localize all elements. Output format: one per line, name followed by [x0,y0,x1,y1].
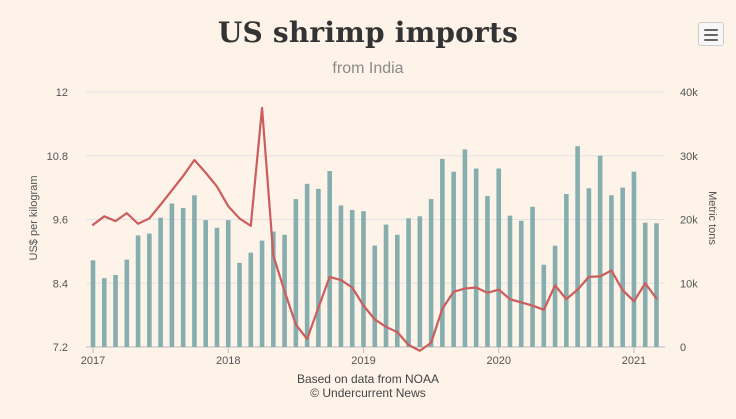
bar-2020-12 [620,187,625,348]
hamburger-icon-bar-2 [704,34,718,36]
right-axis-tick-label: 40k [680,87,698,99]
bar-2019-11 [473,168,479,347]
credits-copyright: © Undercurrent News [310,386,426,400]
bar-2017-04 [124,259,130,347]
bar-2018-12 [349,209,355,347]
bar-2020-07 [564,194,569,347]
right-axis-tick-label: 30k [680,151,698,163]
bar-2018-01 [225,220,231,347]
bar-2018-07 [293,199,299,347]
left-axis-tick-label: 7.2 [53,342,68,354]
chart-title: US shrimp imports [217,16,519,49]
bar-series [90,146,659,348]
left-axis-title: US$ per kilogram [28,176,40,261]
x-axis-tick-label: 2021 [622,355,646,367]
bar-2019-04 [394,234,400,347]
bar-2018-09 [316,188,321,347]
bar-2017-05 [135,235,141,347]
left-axis-tick-label: 10.8 [47,151,68,163]
bar-2020-08 [575,146,580,347]
right-axis-tick-label: 10k [680,278,698,290]
bar-2019-07 [428,199,434,347]
hamburger-icon-bar-3 [704,39,718,41]
bar-2018-03 [248,252,254,347]
bar-2019-03 [383,224,389,347]
bar-2018-10 [327,171,332,347]
bar-2021-01 [631,171,637,347]
bar-2017-07 [158,217,163,347]
bar-2019-06 [417,216,423,347]
bar-2019-08 [440,158,445,347]
bar-2019-02 [372,245,378,347]
left-axis-tick-label: 12 [56,87,68,99]
bar-2017-11 [203,220,208,347]
bar-2017-09 [180,208,186,347]
bar-2020-03 [518,220,524,347]
right-axis-tick-label: 0 [680,342,686,354]
bar-2017-01 [90,260,96,347]
bar-2017-10 [192,195,197,347]
bar-2018-02 [237,262,242,347]
bar-2019-05 [406,218,411,347]
bar-2019-12 [485,195,490,347]
bar-2020-02 [507,215,513,347]
left-axis-tick-label: 8.4 [53,278,68,290]
x-axis-tick-label: 2018 [216,355,240,367]
bar-2019-01 [361,211,366,347]
hamburger-icon-bar-1 [704,29,718,31]
bar-2020-06 [552,245,558,347]
bar-2021-03 [654,223,659,347]
bar-2020-10 [597,155,603,347]
bar-2017-12 [214,227,220,347]
bar-2020-05 [541,264,547,347]
price-line [91,106,658,352]
x-axis-tick-label: 2019 [351,355,375,367]
bar-2018-08 [304,183,310,347]
bar-2017-06 [147,233,152,347]
credits-source: Based on data from NOAA [296,372,440,386]
line-series [91,106,658,352]
bar-2020-09 [586,188,592,347]
x-axis: 2017 2018 2019 2020 2021 [81,347,646,367]
left-axis-tick-label: 9.6 [53,215,68,227]
bar-2018-04 [259,240,265,347]
bar-2018-05 [271,231,276,347]
bar-2019-09 [451,171,456,347]
chart-subtitle: from India [332,60,404,77]
bar-2018-11 [338,205,344,347]
chart-menu-button[interactable] [698,22,724,46]
x-axis-tick-label: 2020 [486,355,510,367]
bar-2019-10 [462,149,468,348]
bar-2020-01 [496,168,502,347]
x-axis-tick-label: 2017 [81,355,105,367]
bar-2017-03 [113,274,118,347]
left-axis: 7.2 8.4 9.6 10.8 12 [47,87,68,354]
right-axis-tick-label: 20k [680,215,698,227]
bar-2017-08 [169,203,175,347]
right-axis: 0 10k 20k 30k 40k [680,87,698,354]
bar-2020-04 [530,206,535,347]
bar-2017-02 [101,278,107,347]
right-axis-title: Metric tons [706,191,718,245]
